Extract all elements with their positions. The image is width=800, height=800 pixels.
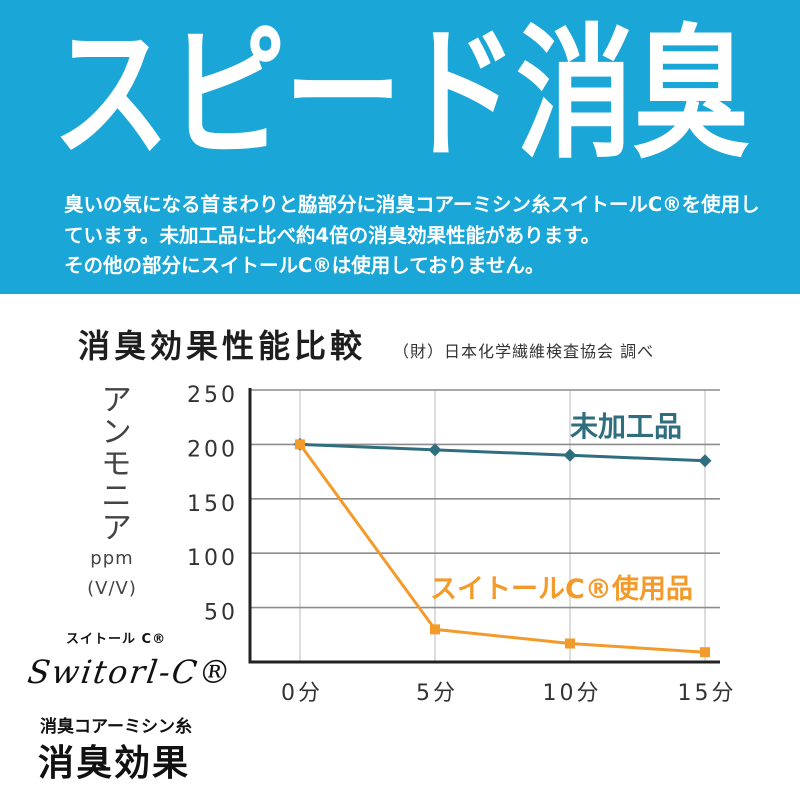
x-tick-label: 5分 xyxy=(416,681,458,706)
untreated-series-line xyxy=(299,442,706,463)
header-banner: スピード消臭 臭いの気になる首まわりと脇部分に消臭コアーミシン糸スイトールC®を… xyxy=(0,0,800,294)
y-tick-label: 250 xyxy=(187,383,238,408)
switorl-c-data-point xyxy=(565,638,575,649)
untreated-data-point xyxy=(698,454,712,468)
description-line: 臭いの気になる首まわりと脇部分に消臭コアーミシン糸スイトールC®を使用し xyxy=(64,193,760,216)
chart-source-note: （財）日本化学繊維検査協会 調べ xyxy=(393,342,655,361)
switorl-c-data-point xyxy=(430,624,440,635)
logo-script-text: Switorl-C® xyxy=(25,653,236,691)
caption-title: 消臭効果 xyxy=(38,743,191,784)
y-tick-label: 150 xyxy=(187,492,238,517)
untreated-series-label: 未加工品 xyxy=(570,410,682,443)
y-axis-unit: (V/V) xyxy=(87,578,137,599)
untreated-data-point xyxy=(428,443,442,457)
headline: スピード消臭 xyxy=(51,9,750,179)
x-tick-label: 0分 xyxy=(281,681,323,706)
description-line: その他の部分にスイトールC®は使用しておりません。 xyxy=(64,254,545,277)
description: 臭いの気になる首まわりと脇部分に消臭コアーミシン糸スイトールC®を使用し ていま… xyxy=(64,190,788,282)
switorl-c-data-point xyxy=(295,439,305,450)
caption-subtitle: 消臭コアーミシン糸 xyxy=(40,717,192,737)
y-axis-unit: ppm xyxy=(90,548,134,569)
y-axis-label: アンモニア xyxy=(95,383,131,543)
untreated-data-point xyxy=(563,448,577,462)
y-tick-label: 50 xyxy=(204,601,238,626)
x-tick-label: 10分 xyxy=(543,681,602,706)
y-tick-label: 100 xyxy=(187,546,238,571)
switorl-c-series-label: スイトールC®使用品 xyxy=(430,574,693,605)
description-line: ています。未加工品に比べ約4倍の消臭効果性能があります。 xyxy=(64,223,601,247)
y-tick-label: 200 xyxy=(187,437,238,462)
logo-kana-text: スイトール C® xyxy=(66,632,167,647)
switorl-c-data-point xyxy=(700,647,710,658)
chart-title: 消臭効果性能比較 xyxy=(78,327,367,365)
x-tick-label: 15分 xyxy=(678,681,737,706)
switorl-c-series-line xyxy=(298,443,706,654)
